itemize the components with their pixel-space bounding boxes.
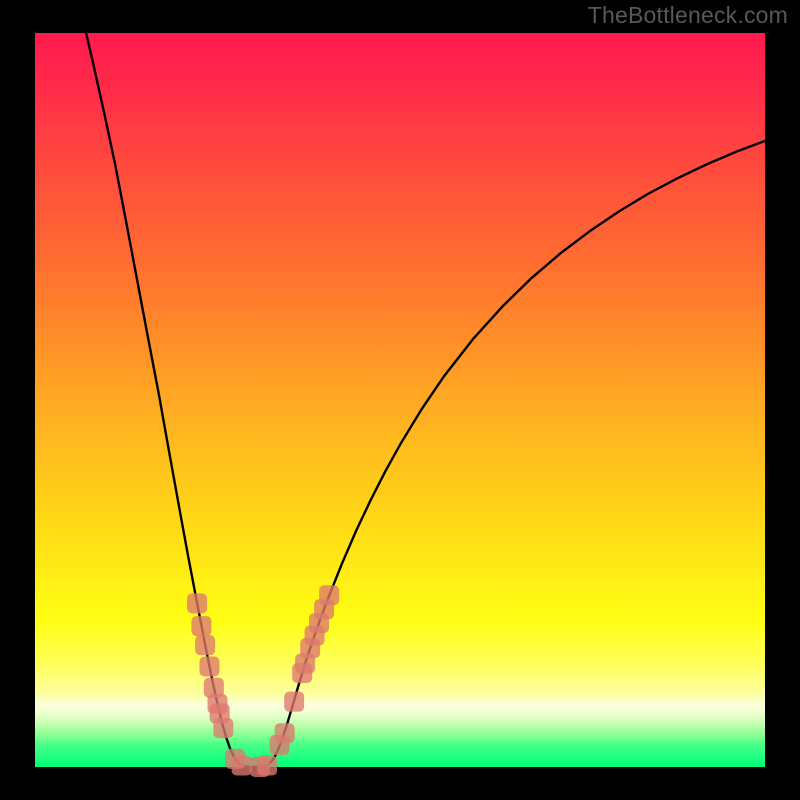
marker-point xyxy=(199,656,219,676)
marker-point xyxy=(213,718,233,738)
marker-point xyxy=(191,616,211,636)
chart-stage: TheBottleneck.com xyxy=(0,0,800,800)
marker-point xyxy=(195,635,215,655)
marker-point xyxy=(257,756,277,776)
watermark-text: TheBottleneck.com xyxy=(588,2,788,29)
gradient-background xyxy=(35,33,765,767)
marker-point xyxy=(275,723,295,743)
marker-point xyxy=(187,593,207,613)
marker-point xyxy=(232,756,252,776)
marker-point xyxy=(284,692,304,712)
bottleneck-chart xyxy=(0,0,800,800)
marker-point xyxy=(319,585,339,605)
